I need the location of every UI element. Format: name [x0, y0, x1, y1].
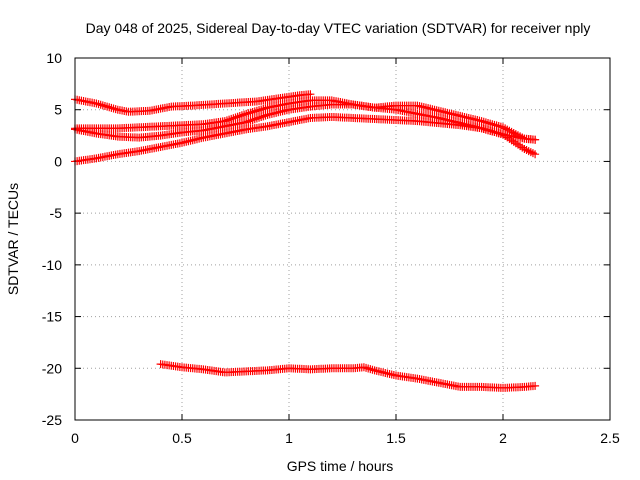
data-point: [246, 116, 255, 125]
data-point: [477, 124, 486, 133]
y-tick-label: 5: [54, 102, 62, 118]
data-point: [486, 126, 495, 135]
data-point: [250, 107, 259, 116]
data-point: [244, 117, 253, 126]
x-tick-label: 1: [285, 430, 293, 446]
data-point: [250, 115, 259, 124]
data-point: [366, 365, 375, 374]
data-point: [92, 99, 101, 108]
data-point: [255, 106, 264, 115]
data-point: [488, 127, 497, 136]
data-point: [252, 106, 261, 115]
data-point: [261, 104, 270, 113]
data-point: [103, 102, 112, 111]
data-series-1: [71, 90, 315, 116]
data-point: [481, 118, 490, 127]
data-point: [368, 365, 377, 374]
y-tick-label: -20: [42, 360, 62, 376]
x-tick-label: 0: [71, 430, 79, 446]
data-series-4: [71, 112, 540, 166]
data-point: [94, 100, 103, 109]
data-point: [479, 124, 488, 133]
y-tick-label: 0: [54, 153, 62, 169]
data-point: [484, 118, 493, 127]
data-point: [257, 113, 266, 122]
y-tick-label: -25: [42, 412, 62, 428]
data-point: [105, 103, 114, 112]
data-point: [490, 120, 499, 129]
data-point: [109, 104, 118, 113]
chart-title: Day 048 of 2025, Sidereal Day-to-day VTE…: [86, 20, 591, 36]
data-point: [531, 135, 540, 144]
data-point: [111, 105, 120, 114]
y-tick-label: -15: [42, 309, 62, 325]
x-tick-label: 1.5: [386, 430, 406, 446]
data-point: [235, 112, 244, 121]
data-point: [237, 111, 246, 120]
x-tick-label: 0.5: [172, 430, 192, 446]
data-point: [255, 113, 264, 122]
data-point: [96, 100, 105, 109]
data-point: [259, 112, 268, 121]
data-point: [248, 115, 257, 124]
data-point: [484, 126, 493, 135]
data-point: [107, 103, 116, 112]
data-point: [257, 105, 266, 114]
x-tick-label: 2.5: [600, 430, 620, 446]
data-point: [248, 107, 257, 116]
plot-frame: [74, 57, 611, 421]
data-point: [531, 150, 540, 159]
ticks: 0 0.5 1 1.5 2 2.5 -25 -20 -15 -10 -5 0 5 10: [42, 50, 620, 446]
x-tick-label: 2: [499, 430, 507, 446]
data-point: [98, 101, 107, 110]
y-tick-label: -10: [42, 257, 62, 273]
data-point: [244, 109, 253, 118]
y-axis-label: SDTVAR / TECUs: [5, 183, 21, 295]
data-point: [490, 128, 499, 137]
data-point: [359, 363, 368, 372]
data-point: [233, 112, 242, 121]
data-point: [477, 117, 486, 126]
data-point: [364, 364, 373, 373]
data-point: [242, 118, 251, 127]
data-point: [492, 121, 501, 130]
data-point: [531, 381, 540, 390]
data-point: [242, 109, 251, 118]
data-marks: [71, 90, 540, 392]
data-point: [492, 128, 501, 137]
data-point: [252, 114, 261, 123]
data-point: [479, 117, 488, 126]
x-axis-label: GPS time / hours: [287, 458, 394, 474]
data-point: [481, 125, 490, 134]
data-point: [496, 129, 505, 138]
data-point: [261, 111, 270, 120]
data-series-5: [156, 360, 540, 392]
y-tick-label: 10: [46, 50, 62, 66]
data-point: [240, 110, 249, 119]
data-point: [486, 119, 495, 128]
y-tick-label: -5: [50, 205, 63, 221]
data-point: [259, 104, 268, 113]
data-point: [362, 363, 371, 372]
data-point: [488, 120, 497, 129]
data-point: [100, 101, 109, 110]
